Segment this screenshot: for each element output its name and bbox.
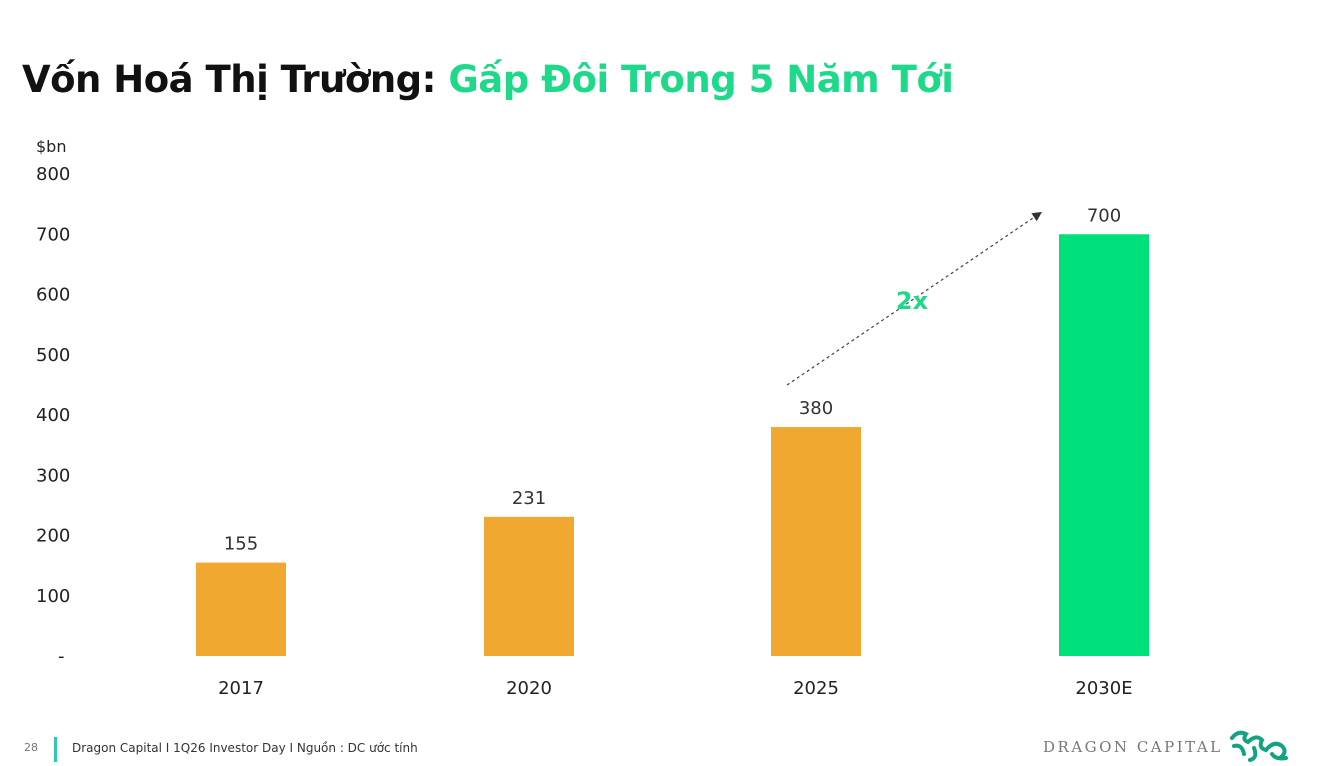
bar-2020	[484, 516, 574, 656]
bar-chart: $bn - 100 200 300 400 500 600 700 800 155 2017 231…	[36, 137, 1149, 699]
y-tick-label: 300	[36, 465, 70, 486]
footer-source: Dragon Capital I 1Q26 Investor Day I Ngu…	[72, 741, 418, 755]
title-main: Vốn Hoá Thị Trường:	[22, 58, 436, 101]
bar-2017	[196, 562, 286, 656]
x-tick-label: 2020	[506, 678, 552, 699]
x-tick-label: 2025	[793, 678, 839, 699]
y-tick-label: 600	[36, 285, 70, 306]
logo-text: DRAGON CAPITAL	[1043, 738, 1223, 756]
growth-arrow	[786, 211, 1042, 386]
y-tick-label: 100	[36, 586, 70, 607]
x-tick-label: 2017	[218, 678, 264, 699]
title-highlight: Gấp Đôi Trong 5 Năm Tới	[448, 58, 954, 101]
page-number: 28	[24, 741, 38, 754]
y-tick-label: 800	[36, 164, 70, 185]
data-label: 155	[224, 534, 258, 555]
bar-2025	[771, 427, 861, 656]
y-tick-label: -	[58, 646, 65, 667]
y-tick-label: 400	[36, 405, 70, 426]
data-label: 231	[512, 488, 546, 509]
data-label: 700	[1087, 205, 1121, 226]
y-tick-label: 700	[36, 224, 70, 245]
page-title: Vốn Hoá Thị Trường: Gấp Đôi Trong 5 Năm …	[22, 58, 954, 101]
y-axis-label: $bn	[36, 137, 66, 156]
x-tick-label: 2030E	[1075, 678, 1132, 699]
data-label: 380	[799, 398, 833, 419]
growth-annotation: 2x	[896, 287, 929, 315]
footer-divider	[54, 737, 57, 762]
dragon-icon	[1230, 730, 1288, 762]
y-tick-label: 200	[36, 526, 70, 547]
bar-2030E	[1059, 234, 1149, 656]
y-tick-label: 500	[36, 345, 70, 366]
